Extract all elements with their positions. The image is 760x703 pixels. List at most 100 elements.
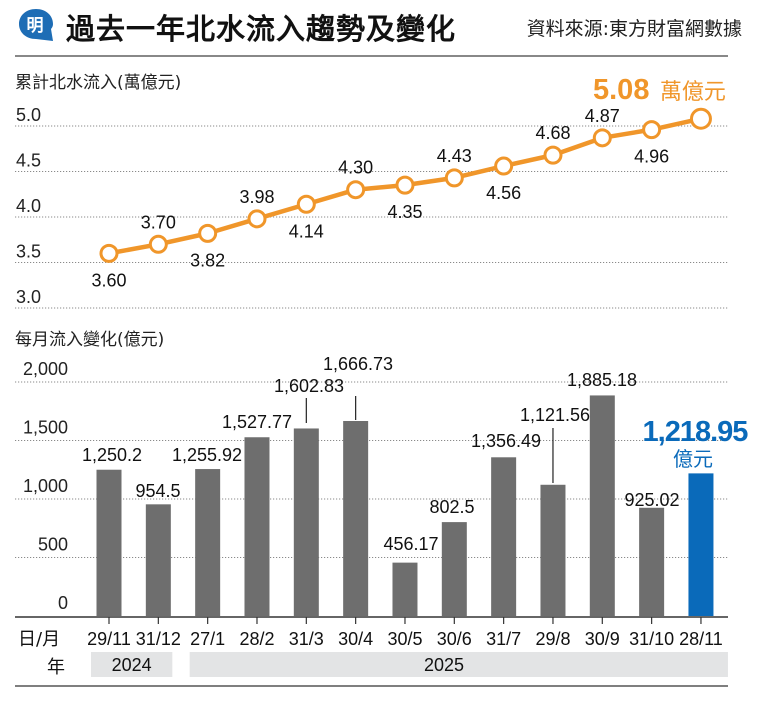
line-y-tick-label: 4.0: [16, 196, 41, 216]
line-point: [642, 120, 662, 140]
bar-y-ticks: 2,000 1,500 1,000 500 0: [23, 359, 68, 613]
bar-data-label: 925.02: [624, 490, 679, 510]
bar: [540, 484, 566, 616]
page-title: 過去一年北水流入趨勢及變化: [66, 12, 457, 46]
bar-data-label: 1,121.56: [520, 405, 590, 425]
year-row-label: 年: [47, 657, 65, 678]
bar-data-label: 456.17: [383, 534, 438, 554]
line-chart-title: 累計北水流入(萬億元): [15, 73, 181, 93]
year-band: [91, 652, 173, 677]
bar: [639, 507, 665, 616]
line-y-tick-label: 4.5: [16, 151, 41, 171]
line-point: [395, 175, 415, 195]
line-y-ticks: 5.0 4.5 4.0 3.5 3.0: [16, 105, 41, 307]
bar-y-tick-label: 0: [58, 593, 68, 613]
x-tick-label: 31/7: [486, 629, 521, 649]
year-band-label: 2024: [112, 655, 152, 675]
bar-data-label: 1,602.83: [274, 376, 344, 396]
line-point: [198, 223, 218, 243]
bar: [392, 562, 418, 616]
cumulative-inflow-chart: 累計北水流入(萬億元) 5.0 4.5 4.0 3.5 3.0 3.60 3.70 3.82…: [15, 73, 728, 309]
bars: [96, 395, 714, 616]
line-data-label: 4.43: [437, 146, 472, 166]
line-highlight: 5.08 萬億元: [593, 74, 726, 106]
year-band-label: 2025: [424, 655, 464, 675]
line-highlight-value: 5.08: [593, 74, 649, 106]
x-tick-label: 30/9: [585, 629, 620, 649]
bar-gridlines: [15, 381, 728, 558]
line-data-label: 3.70: [141, 212, 176, 232]
line-y-tick-label: 5.0: [16, 105, 41, 125]
bar-y-tick-label: 2,000: [23, 359, 68, 379]
line-data-label: 4.68: [535, 123, 570, 143]
bar: [244, 437, 270, 616]
line-data-label: 3.82: [190, 250, 225, 270]
line-y-tick-label: 3.0: [16, 287, 41, 307]
line-point: [689, 107, 712, 130]
x-axis-label: 日/月: [18, 629, 60, 650]
monthly-inflow-chart: 每月流入變化(億元) 2,000 1,500 1,000 500 0 1,250.2 95…: [15, 330, 749, 687]
line-highlight-unit: 萬億元: [660, 80, 726, 105]
bar: [145, 504, 171, 616]
line-point: [444, 168, 464, 188]
bar-highlight-value: 1,218.95: [643, 416, 749, 448]
line-point: [592, 128, 612, 148]
line-data-label: 3.98: [239, 187, 274, 207]
line-data-label: 4.56: [486, 183, 521, 203]
bar-data-label: 1,250.2: [82, 445, 142, 465]
x-tick-label: 29/11: [87, 629, 131, 649]
bar-data-label: 954.5: [135, 481, 180, 501]
bar-highlight-unit: 億元: [673, 447, 713, 471]
bar-data-label: 1,356.49: [471, 431, 541, 451]
line-point: [99, 243, 119, 263]
line-point: [247, 209, 267, 229]
bar-data-labels: 1,250.2 954.5 1,255.92 1,527.77 1,602.831,66…: [82, 354, 680, 554]
bar-data-label: 1,527.77: [222, 412, 292, 432]
bar: [589, 395, 615, 616]
line-point: [494, 156, 514, 176]
line-series: [99, 107, 712, 263]
bar: [293, 428, 319, 616]
line-point: [543, 145, 563, 165]
line-data-label: 4.35: [387, 202, 422, 222]
x-tick-label: 28/2: [239, 629, 274, 649]
bar-y-tick-label: 1,000: [23, 476, 68, 496]
bar-chart-title: 每月流入變化(億元): [15, 330, 164, 350]
bar-y-tick-label: 500: [38, 535, 68, 555]
x-tick-label: 27/1: [190, 629, 225, 649]
x-tick-label: 28/11: [679, 629, 723, 649]
header-divider: [15, 55, 728, 57]
bar-y-tick-label: 1,500: [23, 418, 68, 438]
x-tick-label: 31/12: [136, 629, 181, 649]
x-ticks: 29/11 31/12 27/1 28/2 31/3 30/4 30/5 30/6 31/7 29…: [87, 617, 723, 649]
line-gridlines: [15, 125, 728, 309]
line-point: [346, 180, 366, 200]
line-point: [296, 194, 316, 214]
x-tick-label: 29/8: [535, 629, 570, 649]
bar-data-label: 1,666.73: [323, 354, 393, 374]
line-y-tick-label: 3.5: [16, 242, 41, 262]
line-data-label: 4.96: [634, 147, 669, 167]
year-row: 2024 2025: [91, 652, 728, 677]
line-data-label: 4.30: [338, 158, 373, 178]
line-data-label: 4.87: [585, 106, 620, 126]
bar-data-label: 1,885.18: [567, 370, 637, 390]
bar-highlight: [688, 473, 714, 616]
header: 明 過去一年北水流入趨勢及變化 資料來源:東方財富網數據: [0, 0, 760, 57]
x-tick-label: 30/4: [338, 629, 373, 649]
bar: [195, 469, 221, 616]
logo-char: 明: [27, 16, 44, 36]
x-tick-label: 31/10: [629, 629, 674, 649]
bar: [96, 469, 122, 616]
bar-data-label: 1,255.92: [172, 445, 242, 465]
line-data-labels: 3.60 3.70 3.82 3.98 4.14 4.30 4.35 4.43 4.56 4.68…: [91, 106, 669, 291]
data-source: 資料來源:東方財富網數據: [526, 18, 742, 40]
bar: [491, 457, 517, 616]
bar: [441, 522, 467, 616]
line-data-label: 3.60: [91, 270, 126, 290]
bar: [343, 420, 369, 616]
year-band: [189, 652, 728, 677]
bar-data-label: 802.5: [429, 497, 474, 517]
x-tick-label: 30/5: [387, 629, 422, 649]
